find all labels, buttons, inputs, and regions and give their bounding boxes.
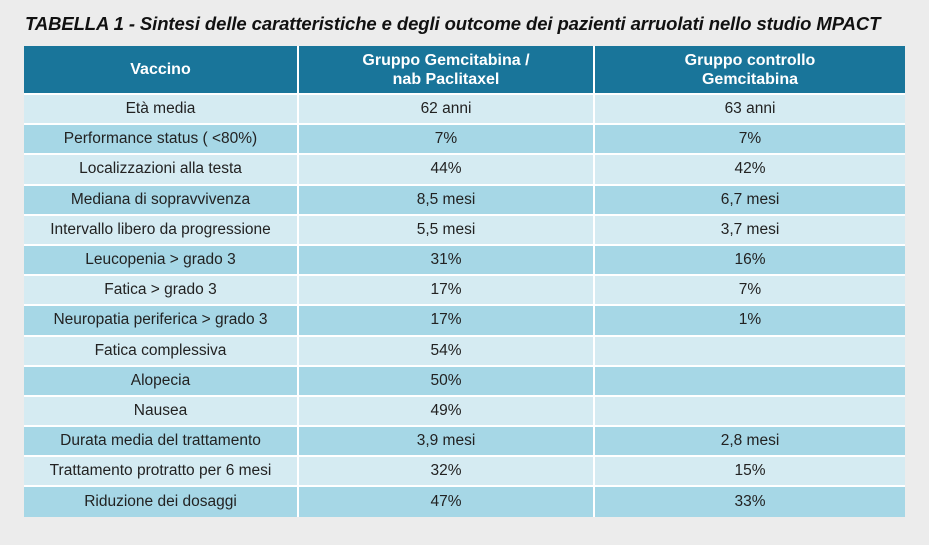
row-label: Fatica > grado 3 <box>24 275 299 307</box>
controllo-value: 2,8 mesi <box>594 426 905 458</box>
table-header-row: Vaccino Gruppo Gemcitabina / nab Paclita… <box>24 46 905 95</box>
controllo-value: 3,7 mesi <box>594 214 905 246</box>
gem-nab-value: 7% <box>298 124 595 156</box>
table-row: Riduzione dei dosaggi 47% 33% <box>24 486 905 517</box>
table-row: Leucopenia > grado 3 31% 16% <box>24 244 905 277</box>
controllo-value: 6,7 mesi <box>594 184 905 216</box>
table-row: Localizzazioni alla testa 44% 42% <box>24 154 905 186</box>
table-row: Intervallo libero da progressione 5,5 me… <box>24 214 905 246</box>
header-gruppo-gemcitabina-nab-paclitaxel: Gruppo Gemcitabina / nab Paclitaxel <box>298 46 595 95</box>
row-label: Riduzione dei dosaggi <box>24 486 299 517</box>
table-row: Performance status ( <80%) 7% 7% <box>24 124 905 156</box>
table-title: TABELLA 1 - Sintesi delle caratteristich… <box>25 13 881 34</box>
gem-nab-value: 50% <box>298 365 595 397</box>
header-gruppo-controllo-gemcitabina: Gruppo controllo Gemcitabina <box>594 46 905 95</box>
gem-nab-value: 8,5 mesi <box>298 184 595 216</box>
header-controllo-line-2: Gemcitabina <box>701 70 799 88</box>
header-gem-nab-line-1: Gruppo Gemcitabina / <box>362 51 530 69</box>
row-label: Durata media del trattamento <box>24 426 299 458</box>
gem-nab-value: 17% <box>298 305 595 337</box>
controllo-value <box>594 395 905 428</box>
controllo-value: 42% <box>594 154 905 186</box>
row-label: Mediana di sopravvivenza <box>24 184 299 216</box>
row-label: Performance status ( <80%) <box>24 124 299 156</box>
row-label: Fatica complessiva <box>24 335 299 367</box>
row-label: Leucopenia > grado 3 <box>24 244 299 277</box>
row-label: Localizzazioni alla testa <box>24 154 299 186</box>
row-label: Intervallo libero da progressione <box>24 214 299 246</box>
table-row: Neuropatia periferica > grado 3 17% 1% <box>24 305 905 337</box>
row-label: Trattamento protratto per 6 mesi <box>24 456 299 488</box>
controllo-value <box>594 335 905 367</box>
controllo-value: 15% <box>594 456 905 488</box>
row-label: Alopecia <box>24 365 299 397</box>
controllo-value: 7% <box>594 124 905 156</box>
table-row: Durata media del trattamento 3,9 mesi 2,… <box>24 426 905 458</box>
gem-nab-value: 3,9 mesi <box>298 426 595 458</box>
table-row: Fatica complessiva 54% <box>24 335 905 367</box>
gem-nab-value: 31% <box>298 244 595 277</box>
gem-nab-value: 32% <box>298 456 595 488</box>
gem-nab-value: 47% <box>298 486 595 517</box>
controllo-value <box>594 365 905 397</box>
row-label: Nausea <box>24 395 299 428</box>
header-vaccino: Vaccino <box>24 46 299 95</box>
table-row: Età media 62 anni 63 anni <box>24 94 905 126</box>
row-label: Età media <box>24 94 299 126</box>
table-row: Alopecia 50% <box>24 365 905 397</box>
row-label: Neuropatia periferica > grado 3 <box>24 305 299 337</box>
header-vaccino-line-1: Vaccino <box>130 61 191 78</box>
mpact-summary-table: Vaccino Gruppo Gemcitabina / nab Paclita… <box>24 46 905 517</box>
controllo-value: 16% <box>594 244 905 277</box>
header-controllo-line-1: Gruppo controllo <box>684 51 816 69</box>
controllo-value: 33% <box>594 486 905 517</box>
table-row: Trattamento protratto per 6 mesi 32% 15% <box>24 456 905 488</box>
gem-nab-value: 5,5 mesi <box>298 214 595 246</box>
table-row: Fatica > grado 3 17% 7% <box>24 275 905 307</box>
gem-nab-value: 44% <box>298 154 595 186</box>
table-row: Nausea 49% <box>24 395 905 428</box>
gem-nab-value: 49% <box>298 395 595 428</box>
gem-nab-value: 62 anni <box>298 94 595 126</box>
gem-nab-value: 54% <box>298 335 595 367</box>
controllo-value: 63 anni <box>594 94 905 126</box>
gem-nab-value: 17% <box>298 275 595 307</box>
controllo-value: 7% <box>594 275 905 307</box>
controllo-value: 1% <box>594 305 905 337</box>
header-gem-nab-line-2: nab Paclitaxel <box>392 70 500 88</box>
table-row: Mediana di sopravvivenza 8,5 mesi 6,7 me… <box>24 184 905 216</box>
